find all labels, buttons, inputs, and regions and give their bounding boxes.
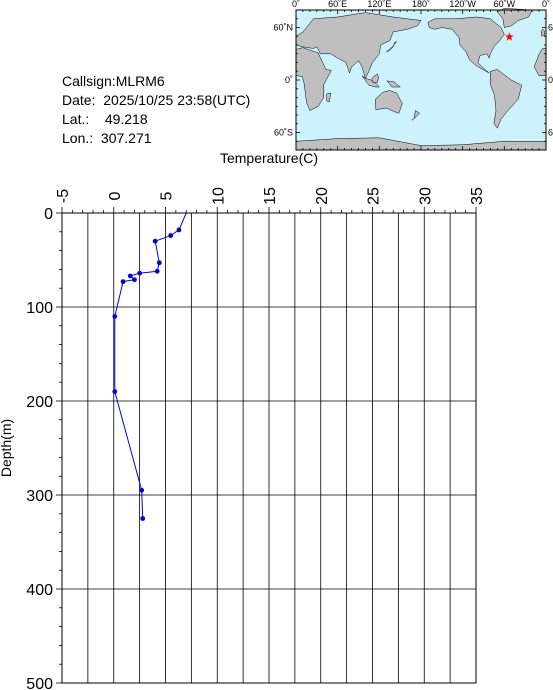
- y-axis-ticks: 0 100 200 300 400 500: [26, 206, 62, 690]
- lon-value: 307.271: [100, 130, 152, 146]
- data-point: [132, 277, 137, 283]
- data-point: [152, 238, 158, 244]
- data-point: [127, 273, 133, 279]
- y-tick-label: 300: [26, 488, 53, 505]
- map-right-labels: 60˚N 0˚ 60˚S: [548, 23, 553, 138]
- land-new-zealand: [411, 110, 421, 121]
- callsign-label: Callsign:: [62, 73, 116, 89]
- callsign-row: Callsign:MLRM6: [62, 72, 250, 91]
- map-right-label: 60˚S: [548, 128, 553, 138]
- series-temperature: [112, 212, 187, 521]
- callsign-value: MLRM6: [115, 73, 165, 89]
- data-point: [154, 268, 160, 274]
- x-tick-label: 20: [314, 187, 331, 205]
- lat-row: Lat.: 49.218: [62, 110, 250, 129]
- lon-label: Lon.:: [62, 130, 94, 146]
- date-value: 2025/10/25 23:58(UTC): [103, 92, 251, 108]
- map-top-label: 120˚W: [449, 0, 476, 9]
- land-s-america: [490, 69, 522, 129]
- station-info: Callsign:MLRM6 Date: 2025/10/25 23:58(UT…: [62, 72, 250, 148]
- land-africa: [295, 47, 332, 111]
- map-left-label: 60˚N: [273, 23, 293, 33]
- map-right-label: 0˚: [548, 75, 553, 85]
- land-n-america: [427, 16, 505, 74]
- temperature-line: [114, 212, 187, 519]
- x-tick-label: 35: [469, 187, 486, 205]
- land-uk: [540, 28, 545, 37]
- y-tick-label: 500: [26, 676, 53, 690]
- y-tick-label: 100: [26, 300, 53, 317]
- map-top-label: 60˚E: [328, 0, 347, 9]
- grid-lines: [62, 213, 476, 683]
- x-tick-label: 30: [417, 187, 434, 205]
- x-tick-label: 0: [107, 191, 124, 200]
- data-point: [112, 314, 118, 319]
- map-top-label: 0˚: [292, 0, 300, 9]
- land-madagascar: [326, 92, 332, 103]
- y-tick-label: 200: [26, 394, 53, 411]
- map-top-label: 180˚: [412, 0, 430, 9]
- land-indonesia: [361, 75, 380, 88]
- land-japan: [386, 41, 397, 53]
- land-new-guinea: [386, 80, 401, 88]
- map-top-label: 0˚: [542, 0, 550, 9]
- data-point: [156, 260, 162, 266]
- data-point: [176, 227, 182, 233]
- date-label: Date:: [62, 92, 96, 108]
- data-point: [140, 516, 146, 521]
- x-axis-label: Temperature(C): [220, 150, 318, 166]
- location-marker: [505, 32, 514, 41]
- lon-row: Lon.: 307.271: [62, 129, 250, 148]
- x-tick-label: 5: [159, 191, 176, 200]
- map-left-labels: 60˚N 0˚ 60˚S: [273, 23, 293, 138]
- x-tick-label: 15: [262, 187, 279, 205]
- land-borneo: [371, 73, 379, 83]
- y-tick-label: 400: [26, 582, 53, 599]
- land-masses: [295, 8, 547, 151]
- land-australia: [374, 90, 403, 114]
- map-top-label: 120˚E: [367, 0, 391, 9]
- data-point: [112, 389, 118, 394]
- x-tick-label: 25: [366, 187, 383, 205]
- x-tick-label: 10: [210, 187, 227, 205]
- map-top-label: 60˚W: [494, 0, 516, 9]
- date-row: Date: 2025/10/25 23:58(UTC): [62, 91, 250, 110]
- lat-label: Lat.:: [62, 111, 90, 127]
- map-top-labels: 0˚ 60˚E 120˚E 180˚ 120˚W 60˚W 0˚: [292, 0, 550, 9]
- x-tick-label: -5: [55, 189, 72, 203]
- land-eurasia: [295, 12, 422, 79]
- location-star-icon: [505, 32, 514, 41]
- map-left-label: 60˚S: [274, 128, 293, 138]
- x-axis-ticks: -5 0 5 10 15 20 25 30 35: [55, 187, 486, 213]
- data-point: [168, 233, 174, 238]
- data-point: [137, 270, 143, 276]
- y-axis-label: Depth(m): [0, 419, 14, 477]
- map-ticks: [295, 9, 547, 151]
- data-point: [120, 279, 126, 285]
- map-left-label: 0˚: [285, 75, 293, 85]
- lat-value: 49.218: [104, 111, 148, 127]
- data-point: [139, 487, 145, 493]
- map-right-label: 60˚N: [548, 23, 553, 33]
- y-tick-label: 0: [44, 206, 53, 223]
